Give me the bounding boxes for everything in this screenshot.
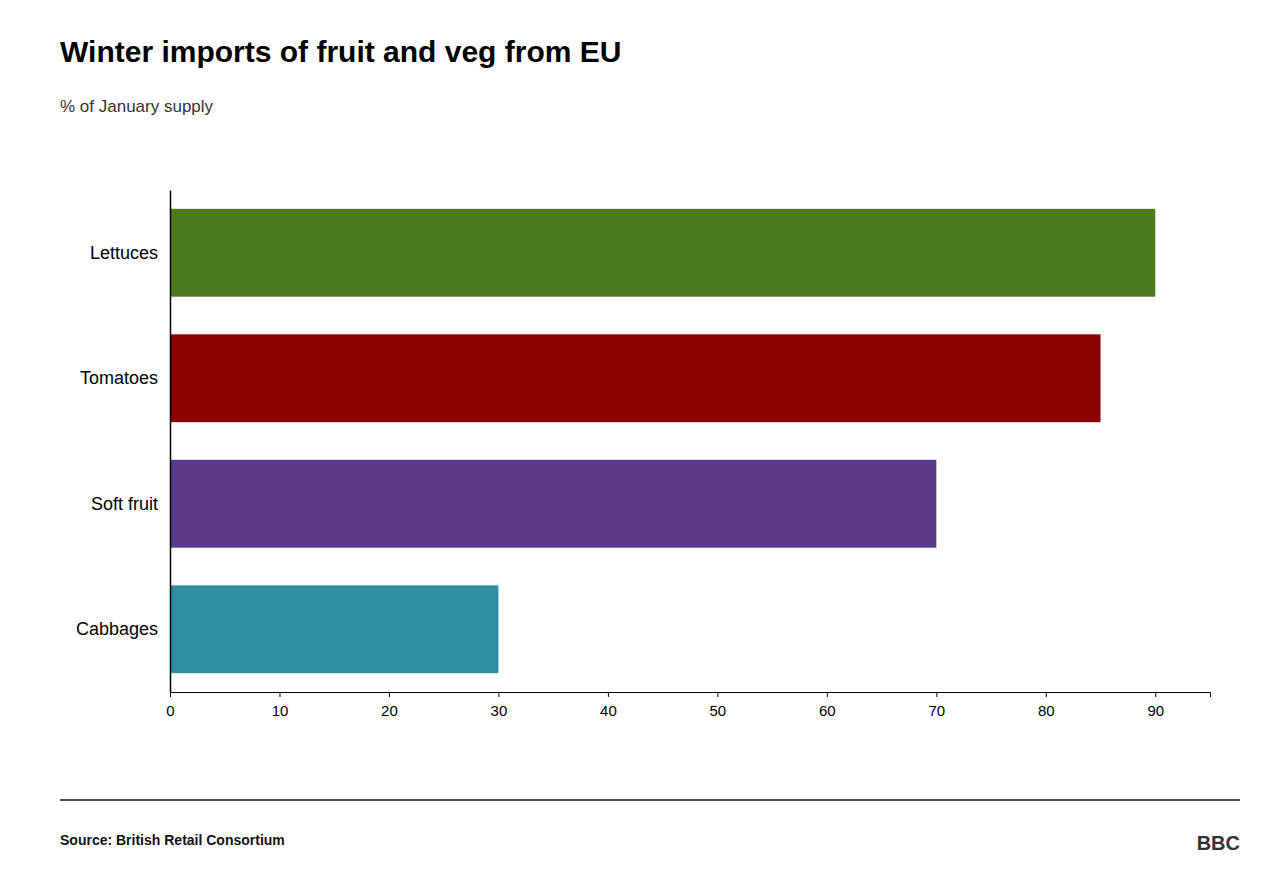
separator [60, 799, 1240, 801]
category-label: Soft fruit [91, 494, 158, 514]
tick-mark [498, 692, 499, 697]
tick-mark [389, 692, 390, 697]
tick: Cabbages [76, 619, 158, 639]
tick-label: 40 [600, 702, 617, 719]
tick-mark [170, 692, 171, 697]
tick: 50 [710, 692, 727, 719]
tick-label: 50 [710, 702, 727, 719]
tick-label: 90 [1147, 702, 1164, 719]
tick-label: 10 [272, 702, 289, 719]
tick-label: 80 [1038, 702, 1055, 719]
tick-mark [1155, 692, 1156, 697]
axis-line [171, 693, 1211, 698]
tick: 40 [600, 692, 617, 719]
tick: 60 [819, 692, 836, 719]
title: Winter imports of fruit and veg from EU [60, 35, 621, 68]
tick: 90 [1147, 692, 1164, 719]
category-axis: Cabbages Soft fruit Tomatoes Lettuces [76, 191, 171, 693]
axis-line [170, 191, 172, 693]
tick: Tomatoes [80, 368, 158, 388]
subtitle: % of January supply [60, 97, 214, 116]
bar [170, 460, 936, 548]
tick-label: 70 [928, 702, 945, 719]
bar [170, 209, 1155, 297]
tick: 10 [272, 692, 289, 719]
chart: Winter imports of fruit and veg from EU%… [0, 0, 1280, 892]
tick-label: 60 [819, 702, 836, 719]
tick: Lettuces [90, 243, 158, 263]
category-label: Tomatoes [80, 368, 158, 388]
category-label: Lettuces [90, 243, 158, 263]
tick: 20 [381, 692, 398, 719]
tick-mark [279, 692, 280, 697]
tick-label: 0 [166, 702, 174, 719]
logo: BBC [1197, 832, 1240, 854]
tick-label: 30 [491, 702, 508, 719]
tick-mark [717, 692, 718, 697]
tick-mark [936, 692, 937, 697]
source: Source: British Retail Consortium [60, 832, 285, 848]
tick-mark [1046, 692, 1047, 697]
tick: 0 [166, 692, 174, 719]
tick: 70 [928, 692, 945, 719]
tick-label: 20 [381, 702, 398, 719]
value-axis: 0 10 20 30 40 50 60 70 80 90 [166, 692, 1210, 719]
category-label: Cabbages [76, 619, 158, 639]
bar [170, 585, 498, 673]
tick-mark [608, 692, 609, 697]
bar [170, 334, 1101, 422]
tick: Soft fruit [91, 494, 158, 514]
bars [170, 209, 1155, 673]
tick-mark [827, 692, 828, 697]
tick: 30 [491, 692, 508, 719]
tick: 80 [1038, 692, 1055, 719]
